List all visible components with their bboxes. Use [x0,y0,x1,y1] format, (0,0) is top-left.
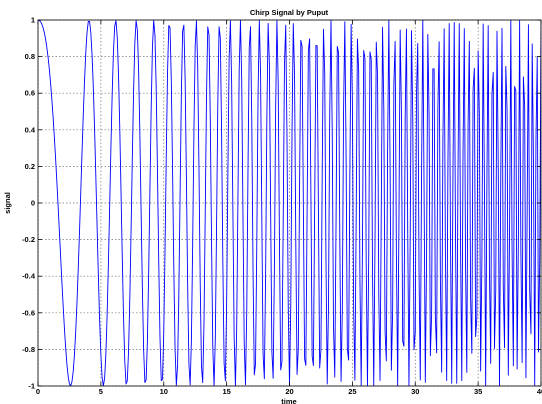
x-tick-label: 15 [222,387,230,396]
x-tick-label: 20 [285,387,293,396]
y-tick-label: 1 [31,16,35,25]
y-tick-label: -1 [28,382,35,391]
y-tick-label: -0.2 [22,235,35,244]
x-tick-label: 30 [411,387,419,396]
x-tick-label: 5 [99,387,103,396]
x-axis-label: time [281,397,296,404]
x-axis-ticks: 0 5 10 15 20 25 30 35 40 [36,20,542,396]
x-tick-label: 25 [348,387,356,396]
y-tick-label: -0.8 [22,345,35,354]
x-tick-label: 10 [160,387,168,396]
x-tick-label: 0 [36,387,40,396]
x-tick-label: 35 [474,387,482,396]
y-tick-label: -0.4 [22,272,36,281]
y-axis-ticks: 1 0.8 0.6 0.4 0.2 0 -0.2 -0.4 -0.6 -0.8 -1 [22,16,541,391]
y-tick-label: -0.6 [22,308,35,317]
y-tick-label: 0 [31,199,35,208]
y-tick-label: 0.4 [25,125,36,134]
y-tick-label: 0.8 [25,52,35,61]
y-tick-label: 0.6 [25,89,35,98]
x-tick-label: 40 [537,387,542,396]
y-axis-label: signal [3,192,12,214]
chart-title: Chirp Signal by Puput [250,8,329,17]
y-tick-label: 0.2 [25,162,35,171]
chirp-signal-line [38,20,541,386]
